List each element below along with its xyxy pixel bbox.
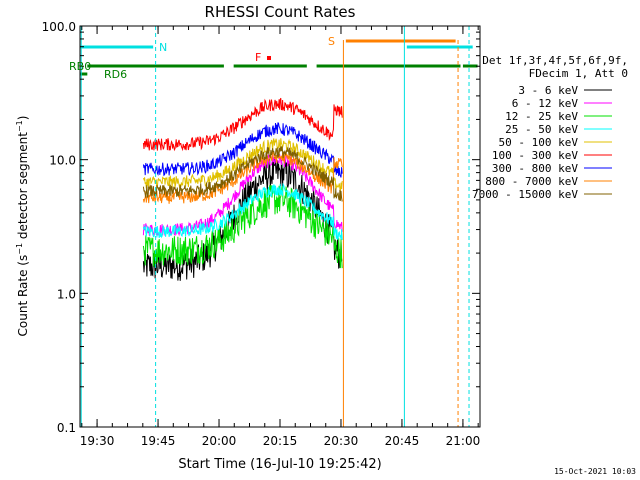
legend-label: 6 - 12 keV [512,97,579,110]
annotation-rd6: RD6 [104,68,127,81]
plot-frame [79,25,481,428]
x-tick-label: 19:30 [80,434,115,448]
annotations: N F S RB0 RD6 [69,35,335,81]
annotation-rb0: RB0 [69,60,91,73]
annotation-n: N [159,41,167,54]
x-tick-label: 20:30 [324,434,359,448]
y-axis-label: Count Rate (s−1 detector segment−1) [15,116,30,337]
legend-label: 100 - 300 keV [492,149,578,162]
legend-label: 800 - 7000 keV [485,175,578,188]
y-label-main: Count Rate (s [16,255,30,337]
y-label-tail: detector segment [16,132,30,243]
legend-header-1: Det 1f,3f,4f,5f,6f,9f, [482,54,628,67]
legend-label: 3 - 6 keV [518,84,578,97]
legend-header-2: FDecim 1, Att 0 [529,67,628,80]
annotation-s: S [328,35,335,48]
x-tick-label: 20:45 [385,434,420,448]
x-tick-label: 20:00 [202,434,237,448]
legend-label: 12 - 25 keV [505,110,578,123]
y-tick-label: 100.0 [42,20,76,34]
x-axis-ticks: 19:30 19:45 20:00 20:15 20:30 20:45 21:00 [80,26,480,448]
x-tick-label: 21:00 [446,434,481,448]
y-tick-label: 1.0 [57,287,76,301]
x-tick-label: 20:15 [263,434,298,448]
series-line [142,146,343,202]
vertical-markers [80,26,470,427]
y-tick-label: 0.1 [57,421,76,435]
y-axis-ticks: 100.0 10.0 1.0 0.1 [42,20,480,435]
series-line [142,97,343,152]
y-tick-label: 10.0 [49,154,76,168]
legend-label: 300 - 800 keV [492,162,578,175]
annotation-f: F [255,51,261,64]
status-bars [80,39,478,76]
y-label-end: ) [16,116,30,121]
legend: Det 1f,3f,4f,5f,6f,9f, FDecim 1, Att 0 3… [472,54,628,201]
series-line [142,122,343,178]
y-label-sup: −1 [15,243,24,255]
legend-label: 50 - 100 keV [499,136,579,149]
flare-marker [267,56,271,60]
series-line [142,182,343,241]
legend-label: 7000 - 15000 keV [472,188,578,201]
chart-title: RHESSI Count Rates [205,3,356,21]
timestamp: 15-Oct-2021 10:03 [554,467,636,476]
y-label-sup2: −1 [15,120,24,132]
x-axis-label: Start Time (16-Jul-10 19:25:42) [178,457,381,472]
series-layer [142,97,343,281]
x-tick-label: 19:45 [141,434,176,448]
legend-label: 25 - 50 keV [505,123,578,136]
